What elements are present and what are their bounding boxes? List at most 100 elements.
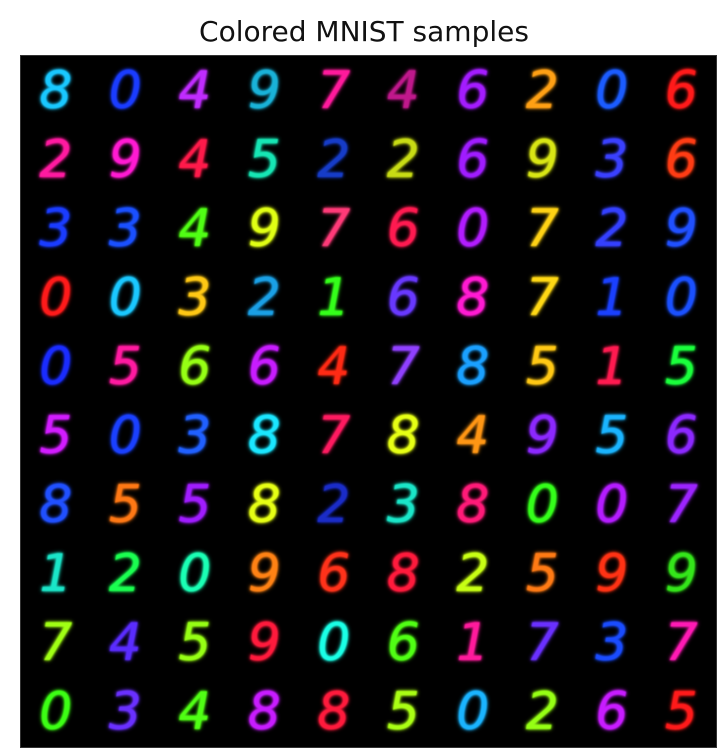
sample-cell: 0 [508, 471, 578, 540]
sample-cell: 0 [21, 332, 91, 401]
sample-cell: 6 [577, 678, 647, 747]
sample-digit: 7 [525, 267, 559, 328]
sample-digit: 9 [247, 198, 281, 259]
sample-cell: 5 [508, 540, 578, 609]
sample-digit: 3 [595, 613, 629, 674]
sample-cell: 6 [299, 540, 369, 609]
sample-cell: 6 [160, 332, 230, 401]
sample-digit: 6 [664, 406, 698, 467]
sample-digit: 3 [595, 129, 629, 190]
sample-cell: 7 [647, 609, 717, 678]
sample-digit: 8 [386, 544, 420, 605]
sample-cell: 6 [369, 609, 439, 678]
sample-cell: 8 [21, 471, 91, 540]
sample-cell: 6 [369, 194, 439, 263]
sample-digit: 4 [108, 613, 142, 674]
sample-cell: 8 [230, 678, 300, 747]
sample-cell: 5 [508, 332, 578, 401]
sample-cell: 9 [508, 125, 578, 194]
sample-cell: 2 [508, 678, 578, 747]
sample-digit: 4 [386, 60, 420, 121]
sample-cell: 7 [299, 194, 369, 263]
sample-cell: 9 [230, 540, 300, 609]
sample-digit: 4 [178, 60, 212, 121]
sample-cell: 2 [577, 194, 647, 263]
sample-cell: 3 [21, 194, 91, 263]
sample-cell: 4 [91, 609, 161, 678]
sample-digit: 1 [317, 267, 351, 328]
sample-cell: 2 [299, 471, 369, 540]
sample-cell: 2 [438, 540, 508, 609]
sample-digit: 5 [178, 475, 212, 536]
sample-cell: 4 [160, 194, 230, 263]
sample-digit: 0 [178, 544, 212, 605]
sample-digit: 9 [247, 544, 281, 605]
sample-digit: 2 [525, 682, 559, 743]
sample-cell: 0 [299, 609, 369, 678]
sample-cell: 4 [160, 678, 230, 747]
sample-cell: 7 [299, 401, 369, 470]
sample-digit: 1 [456, 613, 490, 674]
sample-digit: 7 [317, 60, 351, 121]
sample-cell: 2 [369, 125, 439, 194]
sample-digit: 0 [456, 198, 490, 259]
sample-digit: 6 [178, 336, 212, 397]
sample-digit: 4 [178, 682, 212, 743]
sample-digit: 8 [39, 60, 73, 121]
sample-digit: 8 [386, 406, 420, 467]
sample-digit: 8 [247, 682, 281, 743]
sample-digit: 6 [386, 267, 420, 328]
sample-digit: 5 [664, 336, 698, 397]
sample-cell: 1 [21, 540, 91, 609]
sample-digit: 0 [595, 475, 629, 536]
sample-cell: 2 [21, 125, 91, 194]
sample-cell: 4 [438, 401, 508, 470]
sample-cell: 6 [438, 125, 508, 194]
sample-cell: 9 [647, 540, 717, 609]
sample-cell: 8 [369, 540, 439, 609]
sample-cell: 0 [21, 263, 91, 332]
sample-digit: 2 [39, 129, 73, 190]
sample-digit: 0 [456, 682, 490, 743]
sample-digit: 8 [247, 475, 281, 536]
sample-digit: 9 [525, 406, 559, 467]
sample-cell: 9 [230, 56, 300, 125]
sample-digit: 1 [595, 267, 629, 328]
sample-cell: 7 [299, 56, 369, 125]
sample-digit: 2 [595, 198, 629, 259]
sample-digit: 3 [39, 198, 73, 259]
sample-digit: 0 [39, 336, 73, 397]
sample-cell: 3 [369, 471, 439, 540]
sample-digit: 2 [317, 475, 351, 536]
sample-cell: 0 [577, 56, 647, 125]
sample-digit: 6 [456, 60, 490, 121]
sample-digit: 2 [456, 544, 490, 605]
sample-cell: 6 [647, 401, 717, 470]
sample-cell: 9 [577, 540, 647, 609]
sample-cell: 2 [230, 263, 300, 332]
sample-cell: 7 [369, 332, 439, 401]
sample-digit: 6 [247, 336, 281, 397]
sample-digit: 9 [247, 613, 281, 674]
sample-cell: 6 [647, 125, 717, 194]
sample-digit: 3 [386, 475, 420, 536]
sample-cell: 5 [21, 401, 91, 470]
sample-digit: 9 [108, 129, 142, 190]
sample-digit: 2 [108, 544, 142, 605]
sample-digit: 6 [386, 613, 420, 674]
sample-digit: 7 [664, 613, 698, 674]
sample-cell: 2 [91, 540, 161, 609]
sample-digit: 3 [178, 267, 212, 328]
sample-cell: 8 [438, 263, 508, 332]
sample-cell: 2 [299, 125, 369, 194]
sample-digit: 7 [386, 336, 420, 397]
sample-cell: 0 [91, 263, 161, 332]
sample-digit: 3 [108, 682, 142, 743]
sample-digit: 1 [595, 336, 629, 397]
sample-digit: 5 [386, 682, 420, 743]
sample-digit: 0 [664, 267, 698, 328]
sample-cell: 0 [438, 678, 508, 747]
sample-digit: 5 [525, 336, 559, 397]
